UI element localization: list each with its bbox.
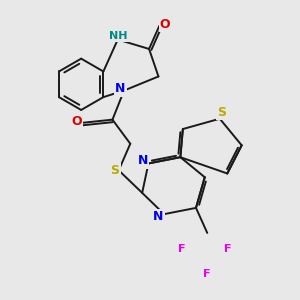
Text: O: O [160, 18, 170, 31]
Text: N: N [138, 154, 148, 167]
Text: O: O [71, 115, 82, 128]
Text: N: N [115, 82, 125, 95]
Text: NH: NH [109, 31, 128, 41]
Text: N: N [153, 210, 164, 223]
Text: F: F [224, 244, 232, 254]
Text: S: S [110, 164, 119, 177]
Text: S: S [217, 106, 226, 119]
Text: F: F [178, 244, 185, 254]
Text: F: F [202, 268, 210, 279]
